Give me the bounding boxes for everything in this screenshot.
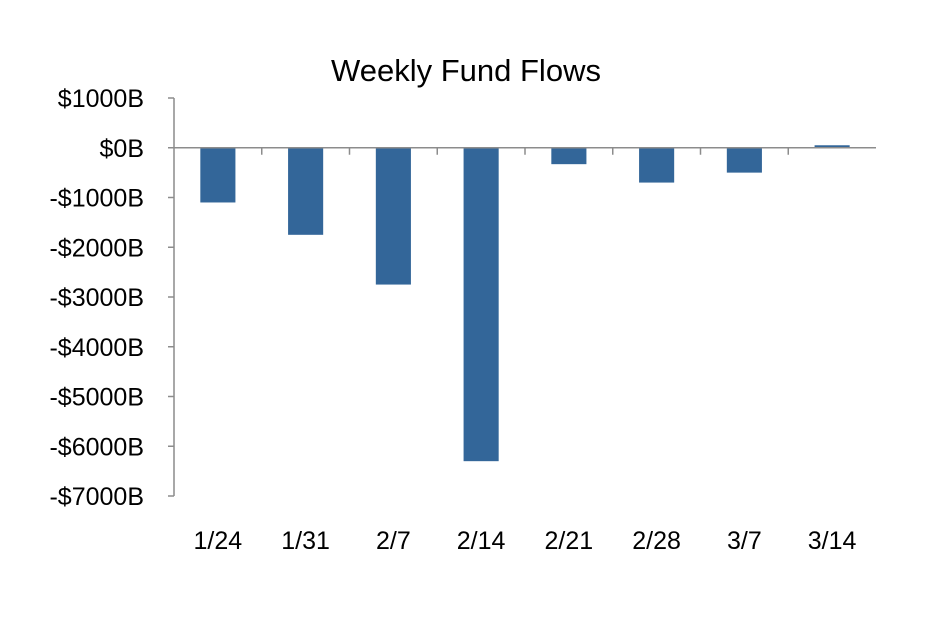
x-tick-label: 1/24: [194, 527, 243, 555]
x-tick-label: 2/28: [632, 527, 681, 555]
y-tick-label: -$7000B: [49, 483, 144, 511]
x-axis-ticks: [261, 147, 789, 155]
y-tick-label: -$4000B: [49, 334, 144, 362]
y-tick-label: -$5000B: [49, 384, 144, 412]
y-tick-label: -$6000B: [49, 433, 144, 461]
bar-2-14: [463, 147, 499, 462]
x-tick-label: 2/14: [457, 527, 506, 555]
bar-2-28: [639, 147, 675, 183]
bar-3-7: [726, 147, 762, 173]
y-tick-label: $0B: [100, 135, 144, 163]
x-axis-labels: 1/24 1/31 2/7 2/14 2/21 2/28 3/7 3/14: [194, 527, 857, 555]
bar-3-14: [814, 145, 850, 148]
y-tick-label: -$2000B: [49, 234, 144, 262]
y-axis-ticks: $1000B $0B -$1000B -$2000B -$3000B -$4000B -$5…: [49, 85, 174, 511]
bar-2-21: [551, 147, 587, 165]
bar-2-7: [375, 147, 411, 285]
chart-title: Weekly Fund Flows: [331, 53, 601, 88]
bar-1-31: [288, 147, 324, 235]
bar-1-24: [200, 147, 236, 203]
x-tick-label: 3/7: [727, 527, 762, 555]
x-tick-label: 1/31: [281, 527, 330, 555]
x-tick-label: 2/21: [545, 527, 594, 555]
y-tick-label: $1000B: [58, 85, 144, 113]
y-tick-label: -$3000B: [49, 284, 144, 312]
bars: [200, 145, 850, 462]
x-tick-label: 3/14: [808, 527, 857, 555]
x-tick-label: 2/7: [376, 527, 411, 555]
y-tick-label: -$1000B: [49, 185, 144, 213]
